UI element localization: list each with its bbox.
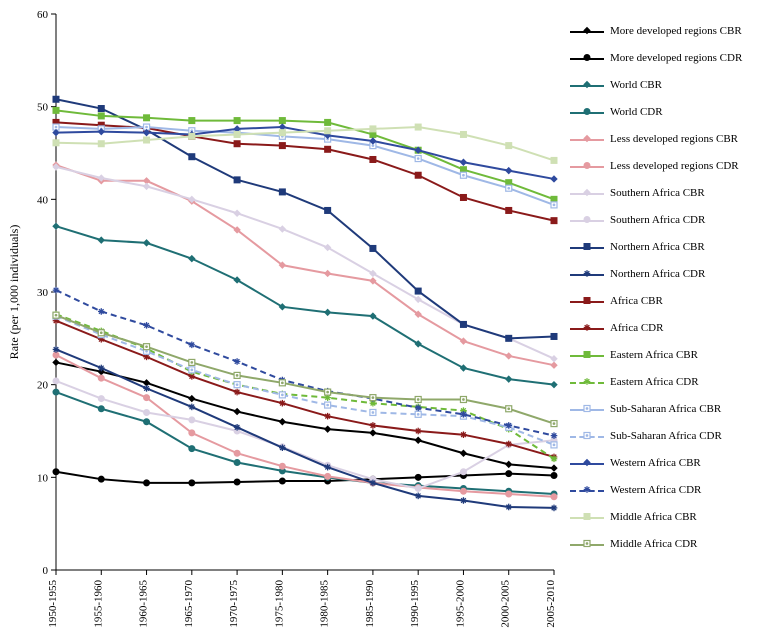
legend-item-mafr_cdr: Middle Africa CDR [570,531,780,558]
legend-label: World CDR [610,107,663,118]
legend-item-eafr_cdr: Eastern Africa CDR [570,369,780,396]
legend-label: Middle Africa CBR [610,512,697,523]
legend-label: Southern Africa CDR [610,215,705,226]
legend-label: Sub-Saharan Africa CBR [610,404,721,415]
legend-label: Africa CDR [610,323,663,334]
legend-item-ldr_cbr: Less developed regions CBR [570,126,780,153]
legend-label: Eastern Africa CBR [610,350,698,361]
svg-text:1955-1960: 1955-1960 [92,580,104,628]
legend-item-ssa_cbr: Sub-Saharan Africa CBR [570,396,780,423]
legend-label: Less developed regions CBR [610,134,738,145]
svg-text:1950-1955: 1950-1955 [47,580,59,628]
legend-item-mdr_cbr: More developed regions CBR [570,18,780,45]
svg-text:1995-2000: 1995-2000 [454,580,466,628]
legend-item-mdr_cdr: More developed regions CDR [570,45,780,72]
series-mdr_cbr [53,359,557,471]
legend-item-wafr_cdr: Western Africa CDR [570,477,780,504]
svg-text:1980-1985: 1980-1985 [319,580,331,628]
legend-label: Western Africa CBR [610,458,701,469]
series-safr_cbr [53,164,557,362]
legend-item-afr_cdr: Africa CDR [570,315,780,342]
series-afr_cbr [53,119,557,223]
legend-label: More developed regions CDR [610,53,742,64]
legend-item-safr_cbr: Southern Africa CBR [570,180,780,207]
legend-label: Sub-Saharan Africa CDR [610,431,722,442]
legend-item-safr_cdr: Southern Africa CDR [570,207,780,234]
svg-text:1965-1970: 1965-1970 [183,580,195,628]
svg-text:20: 20 [37,380,49,392]
legend-item-world_cbr: World CBR [570,72,780,99]
legend-label: Eastern Africa CDR [610,377,699,388]
legend-label: More developed regions CBR [610,26,742,37]
legend-item-afr_cbr: Africa CBR [570,288,780,315]
legend-label: Western Africa CDR [610,485,701,496]
legend-item-world_cdr: World CDR [570,99,780,126]
legend-label: Northern Africa CBR [610,242,705,253]
series-ldr_cbr [53,162,557,368]
legend-label: Africa CBR [610,296,663,307]
legend-label: World CBR [610,80,662,91]
svg-text:50: 50 [37,102,49,114]
svg-text:1985-1990: 1985-1990 [364,580,376,628]
svg-text:2005-2010: 2005-2010 [545,580,557,628]
legend-item-nafr_cbr: Northern Africa CBR [570,234,780,261]
legend-label: Less developed regions CDR [610,161,739,172]
legend-label: Middle Africa CDR [610,539,697,550]
svg-text:10: 10 [37,472,49,484]
series-wafr_cbr [53,124,557,182]
series-mafr_cbr [53,124,557,163]
svg-text:Rate (per 1,000 individuals): Rate (per 1,000 individuals) [7,225,21,360]
svg-text:60: 60 [37,9,49,21]
legend-item-ldr_cdr: Less developed regions CDR [570,153,780,180]
svg-text:0: 0 [43,565,49,577]
svg-text:1975-1980: 1975-1980 [273,580,285,628]
svg-text:2000-2005: 2000-2005 [500,580,512,628]
svg-text:40: 40 [37,194,49,206]
legend-item-wafr_cbr: Western Africa CBR [570,450,780,477]
series-world_cbr [53,223,557,387]
svg-text:1990-1995: 1990-1995 [409,580,421,628]
legend: More developed regions CBR More developed… [570,18,780,558]
svg-text:30: 30 [37,287,49,299]
legend-item-ssa_cdr: Sub-Saharan Africa CDR [570,423,780,450]
series-nafr_cdr [53,346,558,511]
legend-item-eafr_cbr: Eastern Africa CBR [570,342,780,369]
svg-text:1970-1975: 1970-1975 [228,580,240,628]
legend-item-nafr_cdr: Northern Africa CDR [570,261,780,288]
legend-label: Southern Africa CBR [610,188,705,199]
svg-text:1960-1965: 1960-1965 [138,580,150,628]
legend-label: Northern Africa CDR [610,269,705,280]
legend-item-mafr_cbr: Middle Africa CBR [570,504,780,531]
